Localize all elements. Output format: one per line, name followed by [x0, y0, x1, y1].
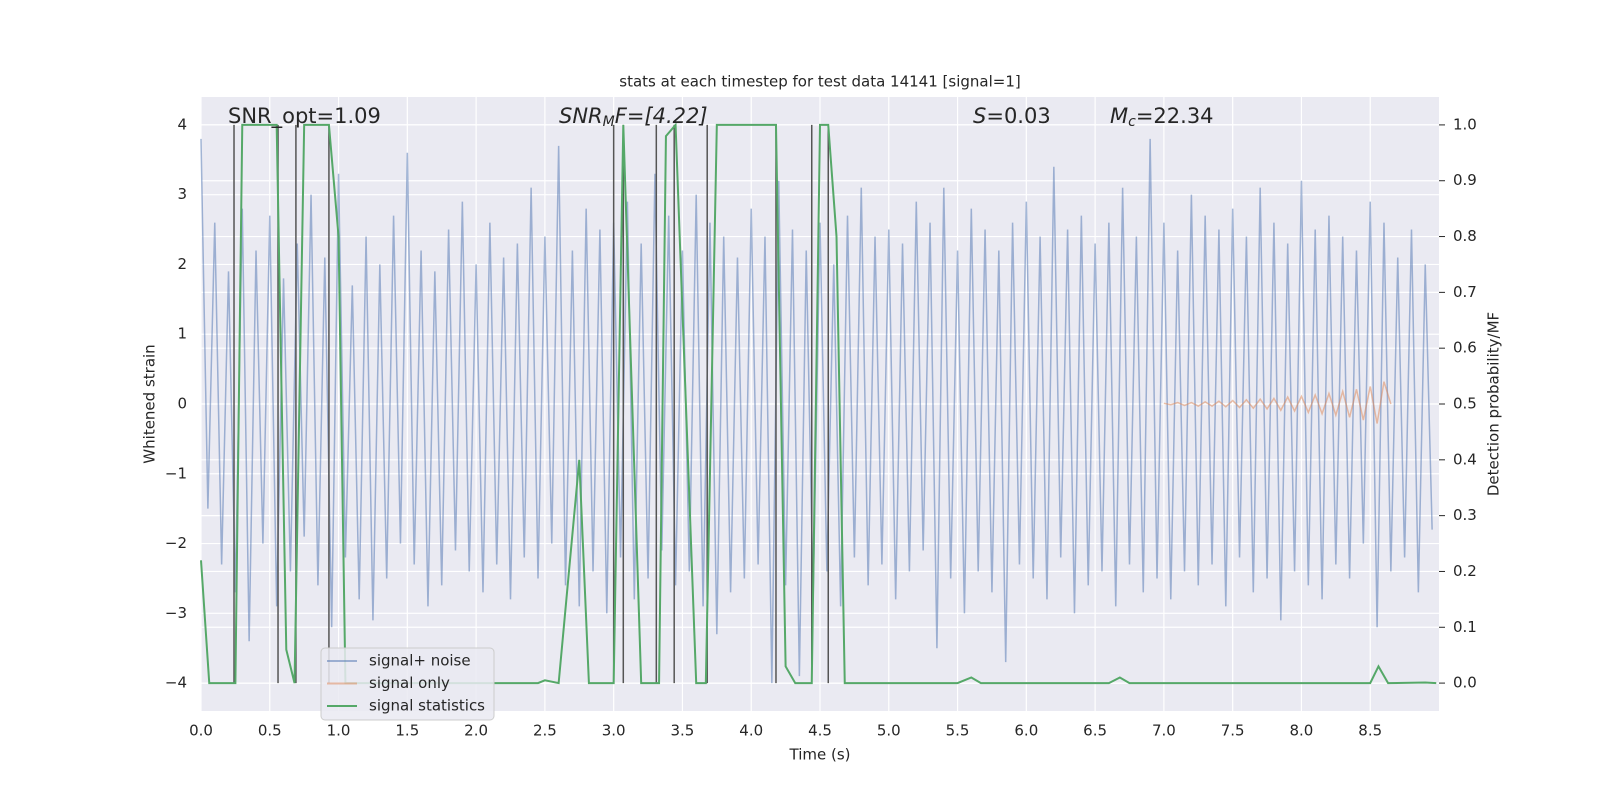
- x-tick-label: 7.5: [1221, 722, 1245, 740]
- y2-tick-label: 0.1: [1453, 618, 1477, 636]
- x-tick-label: 0.5: [258, 722, 282, 740]
- annotation-part: M: [1110, 104, 1128, 128]
- y2-tick-label: 0.3: [1453, 506, 1477, 524]
- y-tick-label: 2: [177, 255, 187, 273]
- y2-tick-label: 0.4: [1453, 450, 1477, 468]
- y-tick-label: −3: [165, 604, 187, 622]
- series-line: [200, 122, 1437, 685]
- x-tick-label: 0.0: [189, 722, 213, 740]
- y-axis-label: Whitened strain: [141, 344, 159, 463]
- annotation-part: S: [973, 104, 986, 128]
- x-tick-label: 1.0: [327, 722, 351, 740]
- y2-tick-label: 0.9: [1453, 171, 1477, 189]
- y2-tick-label: 0.8: [1453, 227, 1477, 245]
- x-tick-label: 3.0: [602, 722, 626, 740]
- x-axis-label: Time (s): [789, 746, 851, 764]
- x-tick-label: 5.5: [946, 722, 970, 740]
- x-tick-label: 2.5: [533, 722, 557, 740]
- x-tick-label: 5.0: [877, 722, 901, 740]
- y2-tick-label: 0.0: [1453, 674, 1477, 692]
- marks: [200, 122, 1437, 685]
- y2-tick-label: 0.6: [1453, 339, 1477, 357]
- x-tick-label: 2.0: [464, 722, 488, 740]
- y2-tick-label: 0.2: [1453, 562, 1477, 580]
- x-tick-label: 8.5: [1358, 722, 1382, 740]
- y2-tick-label: 1.0: [1453, 115, 1477, 133]
- annotation-part: =0.03: [986, 104, 1050, 128]
- y-tick-label: 1: [177, 325, 187, 343]
- y2-tick-label: 0.7: [1453, 283, 1477, 301]
- annotation-sub: c: [1128, 114, 1136, 130]
- chart-title: stats at each timestep for test data 141…: [619, 73, 1020, 91]
- y-tick-label: −4: [165, 674, 187, 692]
- legend: signal+ noise signal only signal statistic…: [320, 647, 495, 721]
- annotation-part: =22.34: [1136, 104, 1214, 128]
- legend-label: signal+ noise: [369, 652, 471, 670]
- x-tick-label: 4.5: [808, 722, 832, 740]
- y-tick-label: 0: [177, 395, 187, 413]
- annotation-part: F=[4.22]: [615, 104, 708, 128]
- series-line: [1163, 381, 1392, 424]
- y-tick-label: 4: [177, 115, 187, 133]
- labels: 0.0 0.5 1.0 1.5 2.0 2.5 3.0 3.5 4.0 4.5 5.0 5.5 6.0 6…: [165, 115, 1477, 739]
- annotation-sub: M: [603, 114, 615, 130]
- annotation: SNRMF=[4.22]: [559, 104, 708, 130]
- annotation: Mc=22.34: [1110, 104, 1214, 130]
- legend-box: [320, 647, 495, 721]
- x-tick-label: 1.5: [395, 722, 419, 740]
- x-tick-label: 8.0: [1290, 722, 1314, 740]
- x-tick-label: 4.0: [739, 722, 763, 740]
- y-tick-label: 3: [177, 185, 187, 203]
- y-tick-label: −2: [165, 534, 187, 552]
- x-tick-label: 6.5: [1083, 722, 1107, 740]
- x-tick-label: 3.5: [671, 722, 695, 740]
- x-tick-label: 6.0: [1014, 722, 1038, 740]
- y2-tick-label: 0.5: [1453, 395, 1477, 413]
- legend-label: signal statistics: [369, 697, 485, 715]
- annotation: S=0.03: [973, 104, 1051, 128]
- legend-label: signal only: [369, 674, 450, 692]
- y-tick-label: −1: [165, 464, 187, 482]
- annotation-part: SNR: [559, 104, 603, 128]
- x-tick-label: 7.0: [1152, 722, 1176, 740]
- annotation: SNR_opt=1.09: [228, 104, 381, 129]
- y2-axis-label: Detection probability/MF: [1485, 312, 1503, 496]
